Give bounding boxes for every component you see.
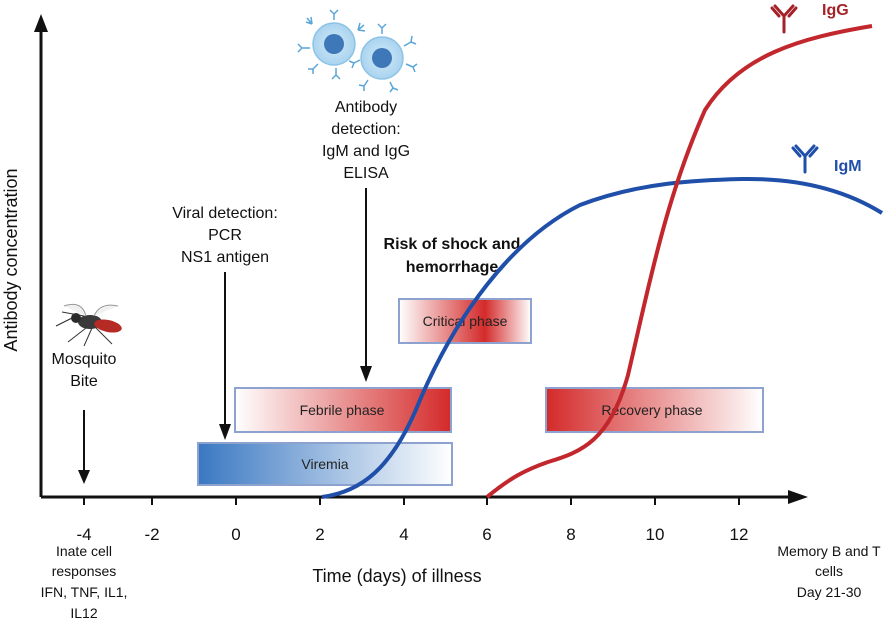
x-tick-labels: -4 -2 0 2 4 6 8 10 12 xyxy=(76,525,748,544)
antibody-detection-arrowhead xyxy=(360,366,372,382)
igg-curve xyxy=(485,24,873,499)
viral-detection-arrowhead xyxy=(219,424,231,440)
innate-response-label: Inate cell responses IFN, TNF, IL1, IL12 xyxy=(41,543,128,621)
x-tick-label: 2 xyxy=(315,525,324,544)
svg-text:Bite: Bite xyxy=(70,373,98,390)
igm-antibody-icon xyxy=(791,144,819,174)
svg-text:Antibody: Antibody xyxy=(335,99,397,116)
antibody-detection-label: Antibody detection: IgM and IgG ELISA xyxy=(322,99,410,182)
igg-antibody-icon xyxy=(770,4,798,34)
svg-text:Inate cell: Inate cell xyxy=(56,543,112,559)
igm-curve xyxy=(321,176,884,499)
svg-text:responses: responses xyxy=(52,563,117,579)
svg-text:Critical phase: Critical phase xyxy=(423,313,508,329)
svg-text:Memory B and T: Memory B and T xyxy=(777,543,881,559)
x-tick-label: -4 xyxy=(76,525,91,544)
mosquito-icon xyxy=(55,303,122,347)
x-axis-title: Time (days) of illness xyxy=(312,566,481,586)
svg-text:Viremia: Viremia xyxy=(301,456,348,472)
x-tick-label: 12 xyxy=(730,525,749,544)
bite-arrowhead xyxy=(78,470,90,484)
igm-label: IgM xyxy=(834,158,862,175)
viremia-box: Viremia xyxy=(197,442,453,486)
svg-text:NS1 antigen: NS1 antigen xyxy=(181,249,269,266)
x-tick-label: 8 xyxy=(566,525,575,544)
svg-text:IL12: IL12 xyxy=(70,605,97,621)
igg-label: IgG xyxy=(822,2,849,19)
memory-cells-label: Memory B and T cells Day 21-30 xyxy=(777,543,881,600)
x-tick-label: 6 xyxy=(482,525,491,544)
svg-text:cells: cells xyxy=(815,563,843,579)
svg-text:ELISA: ELISA xyxy=(343,165,389,182)
svg-text:Recovery phase: Recovery phase xyxy=(601,402,702,418)
mosquito-bite-label: Mosquito Bite xyxy=(52,351,117,390)
svg-text:Mosquito: Mosquito xyxy=(52,351,117,368)
x-axis-arrowhead xyxy=(788,490,808,504)
svg-text:IFN, TNF, IL1,: IFN, TNF, IL1, xyxy=(41,584,128,600)
svg-text:Risk of shock and: Risk of shock and xyxy=(384,236,521,253)
svg-text:Day 21-30: Day 21-30 xyxy=(797,584,862,600)
y-axis-title: Antibody concentration xyxy=(1,168,21,351)
x-tick-label: -2 xyxy=(144,525,159,544)
recovery-phase-box: Recovery phase xyxy=(545,387,764,433)
x-tick-label: 10 xyxy=(646,525,665,544)
x-tick-label: 0 xyxy=(231,525,240,544)
b-cells-icon xyxy=(297,9,418,93)
viral-detection-label: Viral detection: PCR NS1 antigen xyxy=(172,205,278,266)
critical-phase-box: Critical phase xyxy=(398,298,532,344)
svg-text:Viral detection:: Viral detection: xyxy=(172,205,278,222)
svg-text:detection:: detection: xyxy=(331,121,400,138)
y-axis-arrowhead xyxy=(34,14,48,32)
svg-text:Febrile phase: Febrile phase xyxy=(300,402,385,418)
svg-text:PCR: PCR xyxy=(208,227,242,244)
svg-text:IgM and IgG: IgM and IgG xyxy=(322,143,410,160)
febrile-phase-box: Febrile phase xyxy=(234,387,452,433)
svg-text:hemorrhage: hemorrhage xyxy=(406,259,499,276)
x-tick-marks xyxy=(83,497,740,505)
x-tick-label: 4 xyxy=(399,525,408,544)
risk-label: Risk of shock and hemorrhage xyxy=(384,236,521,276)
